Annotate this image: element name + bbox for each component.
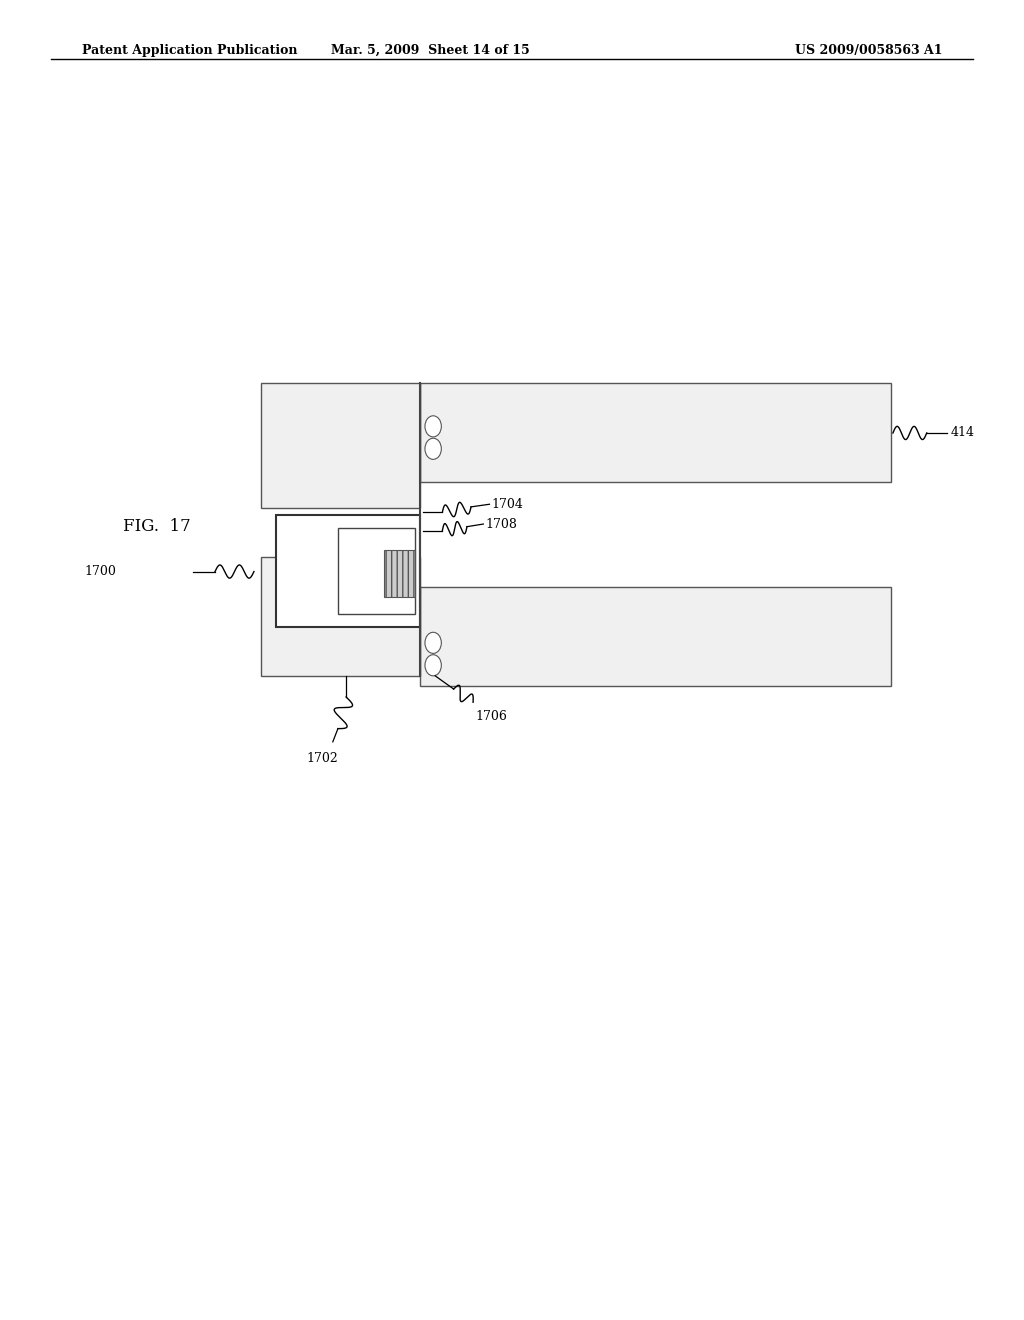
Bar	[420, 383, 891, 482]
Bar	[261, 383, 420, 508]
Text: US 2009/0058563 A1: US 2009/0058563 A1	[795, 44, 942, 57]
Circle shape	[425, 416, 441, 437]
Bar	[261, 557, 420, 676]
Text: Patent Application Publication: Patent Application Publication	[82, 44, 297, 57]
Text: Mar. 5, 2009  Sheet 14 of 15: Mar. 5, 2009 Sheet 14 of 15	[331, 44, 529, 57]
Text: 1704: 1704	[492, 498, 523, 511]
Bar	[420, 587, 891, 686]
Bar	[276, 515, 420, 627]
Bar	[384, 550, 415, 597]
Bar	[338, 528, 415, 614]
Text: 1700: 1700	[84, 565, 116, 578]
Text: 1708: 1708	[485, 517, 517, 531]
Circle shape	[425, 438, 441, 459]
Text: 1706: 1706	[475, 710, 507, 723]
Circle shape	[425, 632, 441, 653]
Text: 414: 414	[950, 426, 974, 440]
Text: 1702: 1702	[306, 752, 339, 766]
Text: FIG.  17: FIG. 17	[123, 517, 190, 535]
Circle shape	[425, 655, 441, 676]
